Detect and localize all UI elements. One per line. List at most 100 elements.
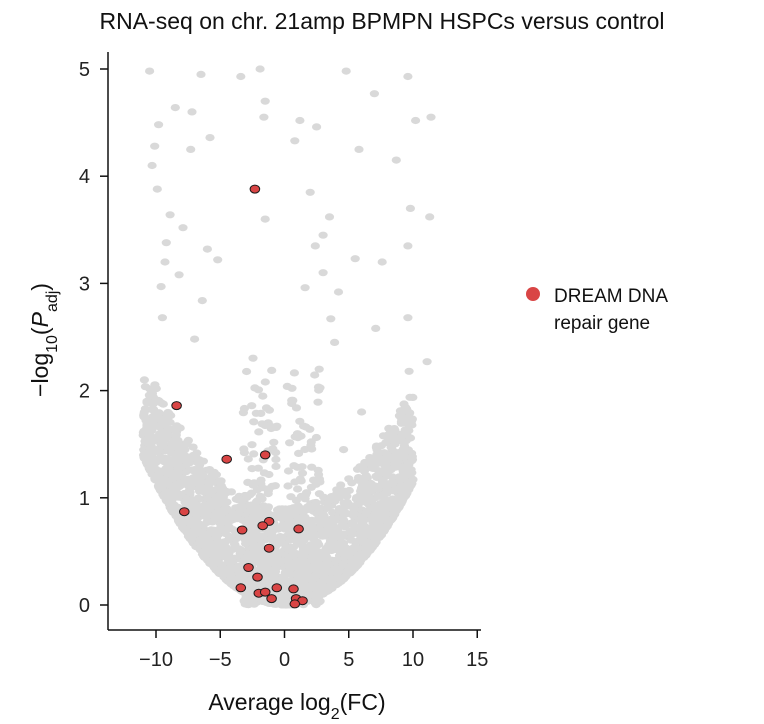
gene-point [326,524,336,533]
gene-point [298,513,308,522]
gene-point [314,470,324,479]
gene-point [309,580,319,588]
gene-point [142,397,152,405]
gene-point [403,242,413,250]
gene-point [371,504,381,512]
gene-point [182,496,192,504]
gene-point [284,520,294,528]
gene-point [162,466,172,475]
gene-point [252,497,262,505]
gene-point [314,490,324,498]
gene-point [369,538,379,546]
gene-point [271,462,281,470]
gene-point [260,378,270,386]
gene-point [317,532,328,540]
gene-point [190,500,200,509]
dream-dna-repair-gene-point [259,450,271,460]
gene-point [217,495,227,503]
gene-point [403,72,413,81]
gene-point [292,430,303,438]
gene-point [404,427,414,435]
gene-point [338,530,349,538]
gene-point [287,578,297,587]
gene-point [391,156,401,164]
gene-point [239,404,249,413]
gene-point [285,439,295,447]
dream-dna-repair-gene-point [221,454,232,464]
gene-point [156,417,166,425]
gene-point [314,524,324,532]
gene-point [405,434,416,442]
gene-point [348,520,358,529]
gene-point [243,508,253,516]
gene-point [313,398,323,406]
gene-point [174,479,185,487]
gene-point [203,530,213,538]
gene-point [326,574,336,583]
gene-point [258,392,268,400]
gene-point [247,402,257,410]
gene-point [293,485,303,493]
gene-point [381,468,391,476]
gene-point [152,185,162,193]
gene-point [339,517,349,525]
gene-point [346,557,357,566]
gene-point [141,437,151,445]
gene-point [318,511,329,520]
gene-point [338,488,348,496]
gene-point [140,414,150,422]
gene-point [290,511,300,519]
dream-dna-repair-gene-point [252,572,263,582]
gene-point [247,554,257,562]
gene-point [148,437,158,445]
gene-point [339,446,349,454]
gene-point [168,504,178,512]
gene-point [242,367,252,376]
gene-point [265,529,275,537]
gene-point [285,565,295,573]
gene-point [214,569,224,577]
gene-point [152,447,163,456]
gene-point [159,458,169,466]
gene-point [271,563,281,571]
gene-point [155,474,165,482]
gene-point [190,335,200,343]
gene-point [219,508,229,516]
gene-point [292,557,302,565]
dream-dna-repair-gene-point [171,401,182,411]
gene-point [274,505,284,513]
gene-point [162,497,172,505]
gene-point [151,397,161,405]
gene-point [383,431,393,439]
gene-point [369,90,379,98]
gene-point [290,137,300,145]
gene-point [248,354,258,362]
gene-point [361,498,371,507]
gene-point [202,245,212,253]
gene-point [340,523,350,531]
gene-point [310,371,320,379]
legend-label: DREAM DNA repair gene [554,286,667,334]
gene-point [330,338,340,346]
gene-point [254,551,264,559]
gene-point [163,408,173,417]
gene-point [347,567,357,575]
gene-point [255,508,265,516]
gene-point [208,486,218,495]
gene-point [199,502,209,510]
gene-point [401,403,411,411]
y-tick-label: 3 [79,273,90,295]
gene-point [197,297,207,305]
gene-point [326,315,336,323]
gene-point [375,492,385,500]
gene-point [371,324,381,332]
gene-point [310,568,320,576]
gene-point [205,134,215,142]
gene-point [353,474,364,482]
gene-point [138,429,148,437]
gene-point [248,512,258,520]
gene-point [146,460,156,468]
gene-point [397,432,407,440]
gene-point [276,523,286,531]
gene-point [358,466,368,474]
